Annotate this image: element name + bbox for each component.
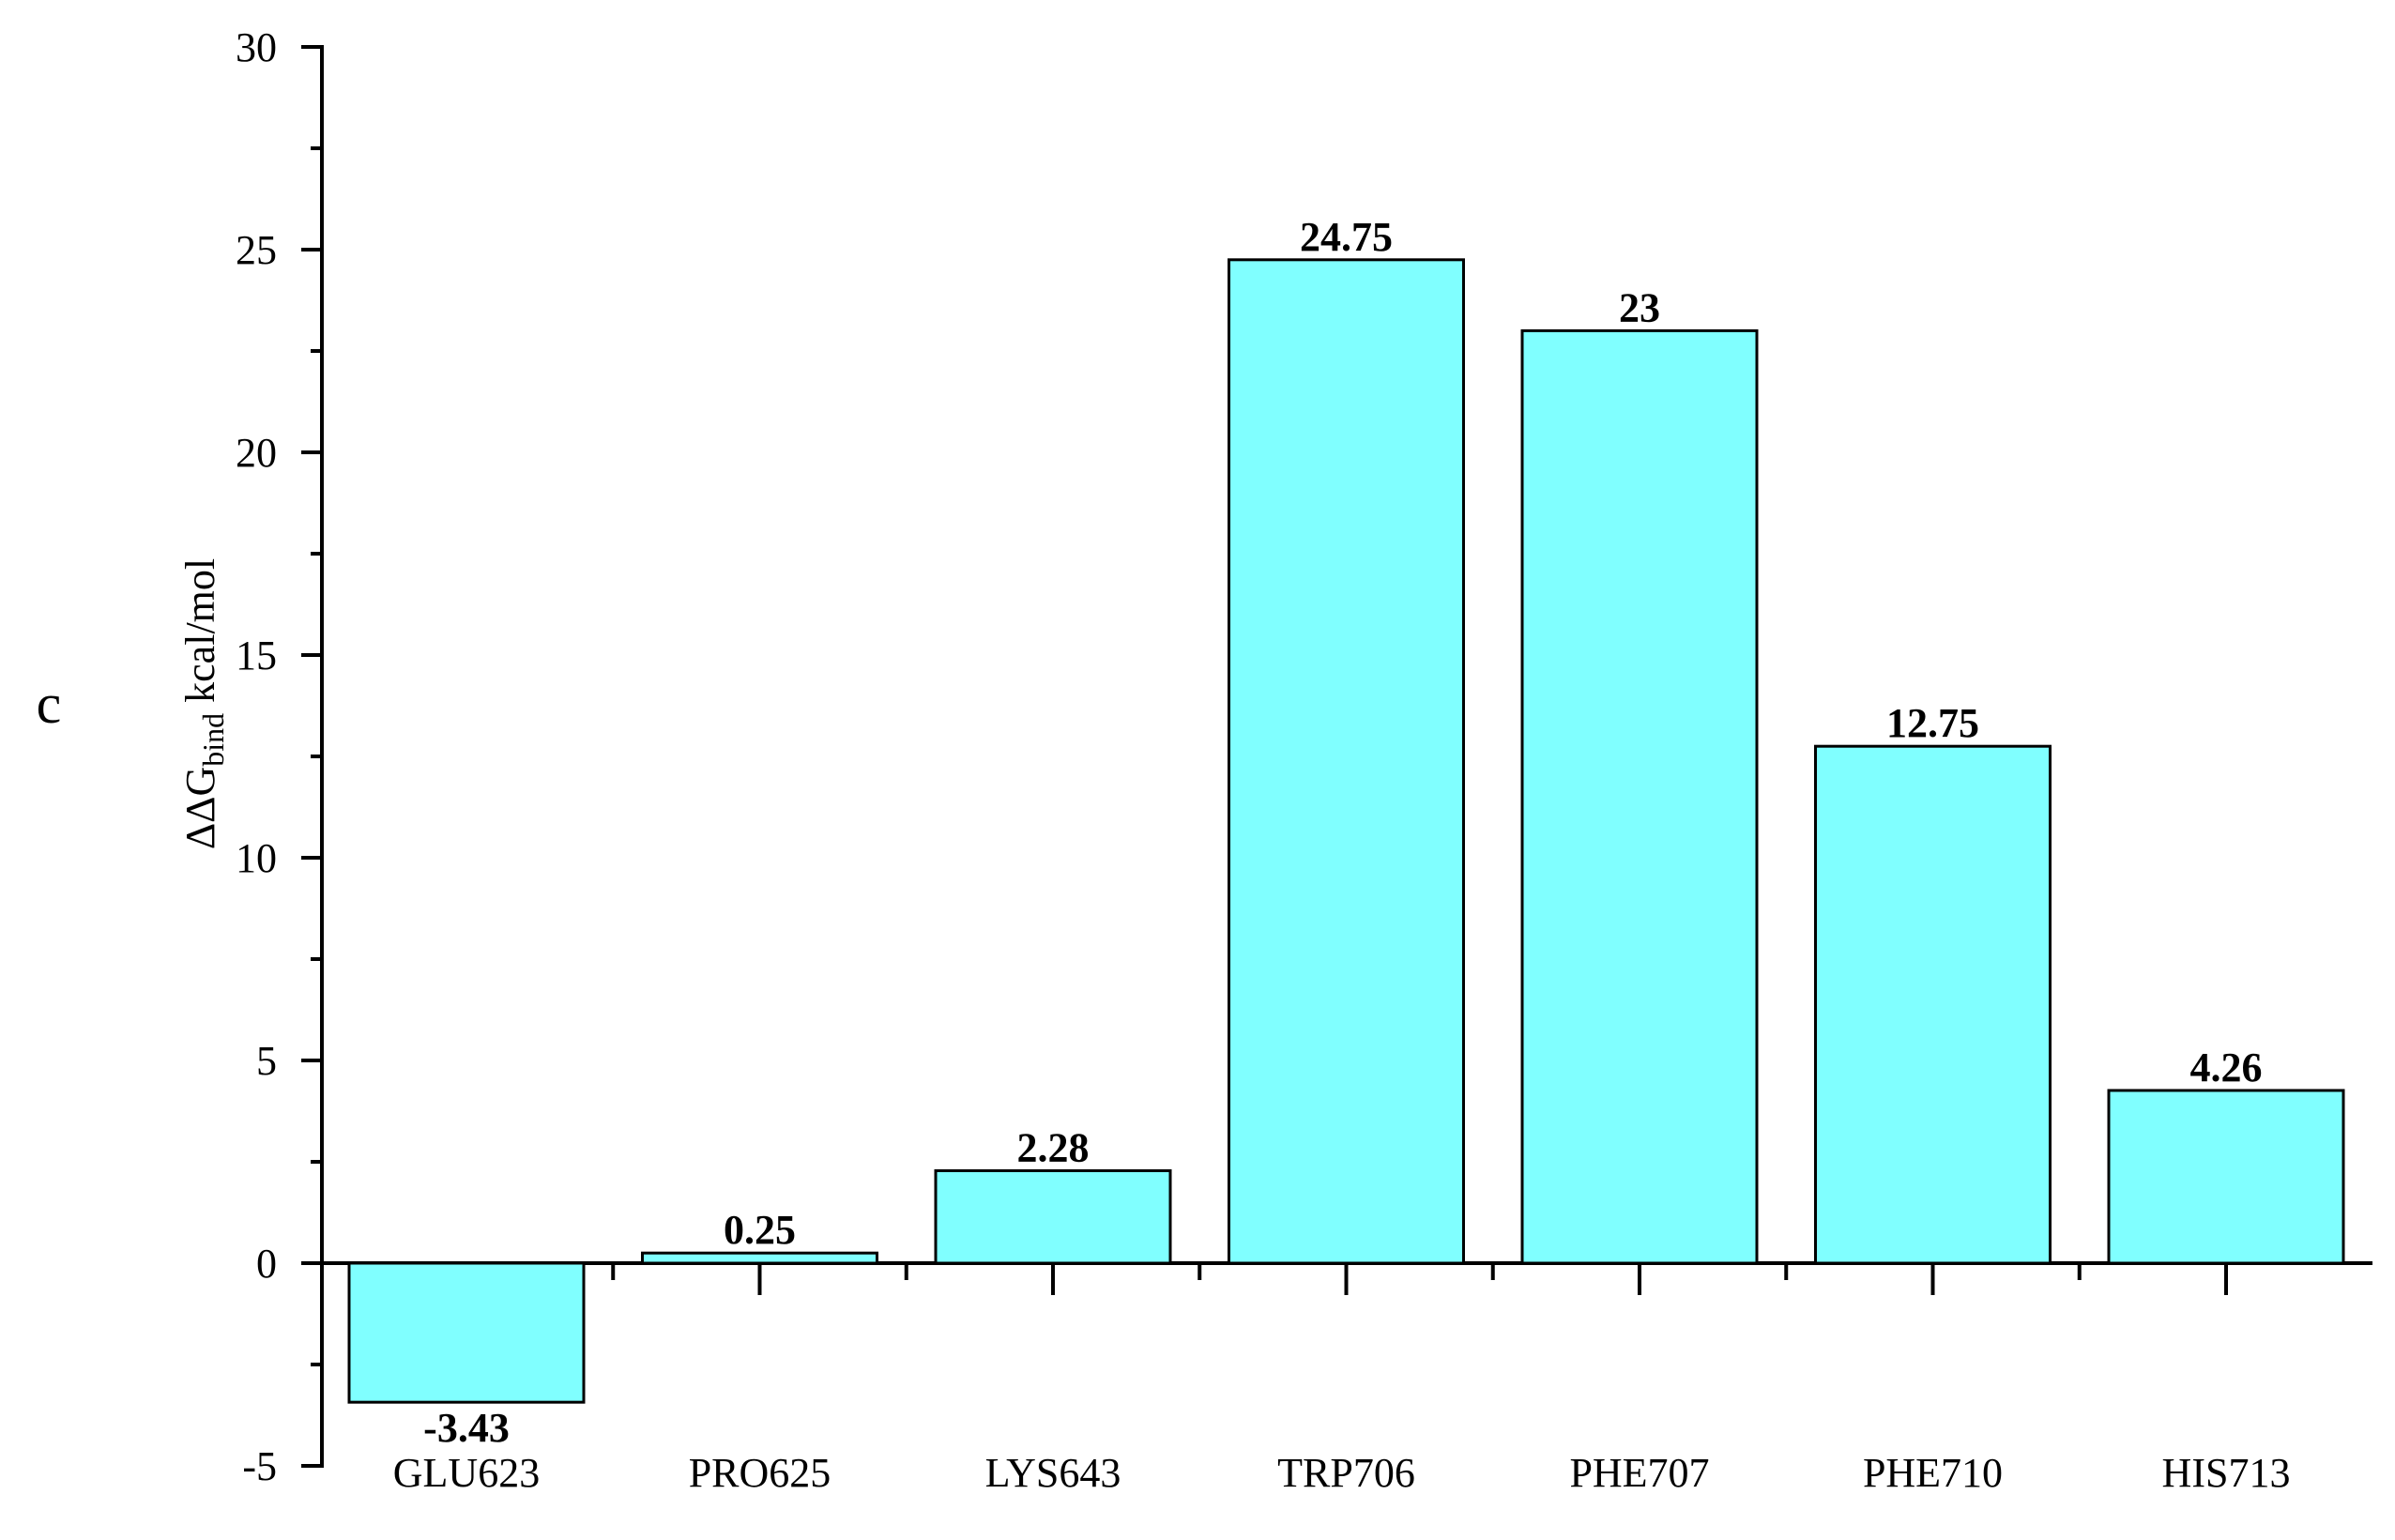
x-category-label: LYS643 [985, 1450, 1121, 1496]
y-axis-title-subscript: bind [196, 713, 230, 767]
y-axis-title-unit: kcal/mol [177, 558, 223, 713]
data-label: 23 [1619, 284, 1660, 330]
x-category-label: TRP706 [1277, 1450, 1415, 1496]
panel-label: c [37, 673, 62, 735]
y-tick-label: 25 [236, 227, 277, 273]
bar [934, 1169, 1172, 1265]
y-axis-title-main: ΔΔG [177, 767, 223, 849]
x-category-label: HIS713 [2162, 1450, 2291, 1496]
y-tick-label: 15 [236, 633, 277, 679]
bars-layer [347, 258, 2345, 1404]
data-label: -3.43 [423, 1405, 510, 1451]
bar [1228, 258, 1465, 1265]
data-label: 12.75 [1886, 700, 1979, 746]
x-category-label: GLU623 [393, 1450, 540, 1496]
data-label: 4.26 [2190, 1044, 2263, 1090]
x-category-label: PRO625 [689, 1450, 831, 1496]
y-tick-label: 30 [236, 24, 277, 70]
labels-layer: -5 0 5 10 15 20 25 30 GLU623-3.43 PRO625 0.25 LYS64… [236, 24, 2290, 1496]
bar [1814, 744, 2052, 1265]
y-tick-label: 0 [256, 1241, 277, 1287]
data-label: 0.25 [724, 1207, 796, 1253]
y-tick-label: 20 [236, 430, 277, 476]
y-tick-label: 5 [256, 1038, 277, 1084]
bar [641, 1251, 878, 1265]
bar [2107, 1089, 2345, 1265]
y-axis-title: ΔΔGbind kcal/mol [177, 558, 230, 849]
data-label: 24.75 [1300, 214, 1393, 260]
data-label: 2.28 [1017, 1125, 1090, 1171]
y-tick-label: 10 [236, 835, 277, 881]
y-tick-label: -5 [242, 1443, 277, 1489]
x-category-label: PHE707 [1569, 1450, 1709, 1496]
bar [1520, 328, 1759, 1265]
x-category-label: PHE710 [1863, 1450, 2003, 1496]
bar [347, 1261, 586, 1404]
